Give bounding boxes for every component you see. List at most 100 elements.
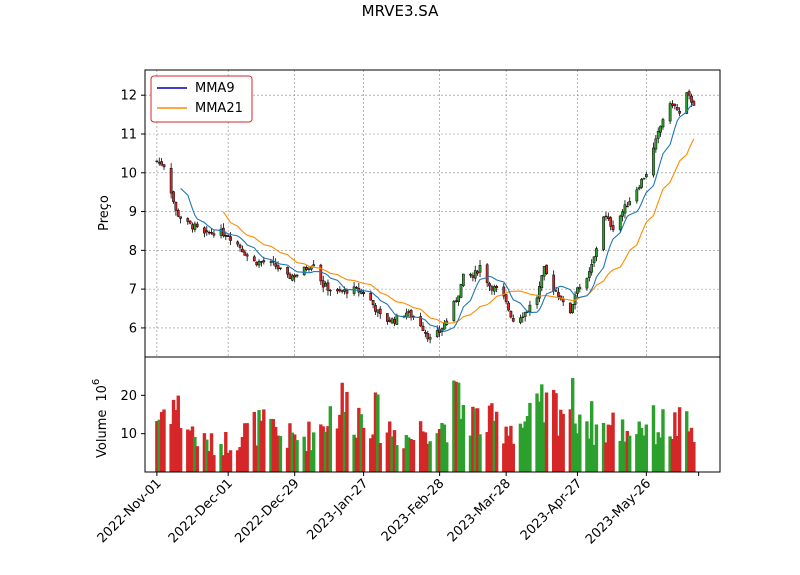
candle-body [378,308,382,315]
candle-body [226,235,230,237]
candle-body [490,286,494,291]
candle-body [338,289,342,292]
volume-bar [661,409,665,472]
volume-bar [212,455,216,472]
volume-bar [592,444,596,472]
volume-bar [159,412,164,472]
volume-bar [307,421,311,472]
candle-body [224,235,228,237]
volume-bar [651,405,656,472]
volume-bar [195,446,199,472]
volume-bar [687,431,691,472]
volume-bar [556,435,561,472]
candle-body [279,267,282,269]
volume-y-ticks: 10 20 [120,389,145,442]
candle-body [424,331,427,334]
volume-bar [423,432,428,472]
candle-body [678,110,681,114]
volume-bar [202,433,207,472]
volume-bar [238,447,242,472]
volume-bar [625,430,630,472]
volume-bar [162,409,166,472]
volume-bar [221,455,226,472]
candle-body [172,191,175,202]
volume-bar [437,428,442,472]
candle-body [428,337,432,340]
volume-y-tick-label: 10 [120,427,137,442]
volume-bar [440,422,444,472]
candle-body [238,244,242,248]
volume-bar [361,427,366,472]
volume-bar [521,427,525,472]
volume-bar [271,418,276,472]
candle-body [328,289,332,292]
candle-body [471,275,475,278]
volume-bar [235,450,240,472]
volume-bars [155,378,696,472]
volume-bar [359,414,363,472]
price-y-tick-label: 11 [120,127,137,142]
candle-body [659,125,662,133]
volume-bar [323,431,328,472]
volume-bar [328,406,333,472]
volume-bar [689,427,694,472]
volume-bar [609,425,613,472]
candle-body [595,248,598,257]
candle-body [545,264,548,275]
volume-bar [190,426,195,472]
candle-body [210,232,213,234]
candle-body [271,261,275,263]
candle-body [276,265,280,270]
volume-bar [658,437,663,472]
candle-body [590,263,594,273]
candle-body [687,91,691,96]
volume-bar [487,405,492,472]
volume-bar [561,413,565,472]
candle-body [157,162,161,164]
volume-bar [321,426,325,472]
candle-body [435,330,439,337]
candle-body [324,283,327,287]
candle-body [302,266,306,276]
volume-bar [478,434,482,472]
candle-body [176,209,180,217]
volume-bar [537,401,542,472]
volume-bar [459,418,463,472]
candle-body [395,315,399,325]
volume-bar [178,428,183,472]
candle-body [205,230,209,233]
candle-body [160,161,163,166]
candle-body [554,290,558,292]
candle-body [326,282,330,291]
candle-body [241,248,244,253]
candle-body [538,286,541,299]
candle-body [229,236,232,241]
candle-body [340,290,344,292]
volume-bar [606,424,611,472]
candle-body [319,264,323,282]
candle-body [606,216,610,220]
candle-body [174,202,178,211]
candle-body [652,147,655,176]
volume-bar [402,448,406,472]
volume-bar [245,423,249,472]
price-y-tick-label: 10 [120,166,137,181]
volume-bar [559,409,563,472]
candle-body [376,309,380,313]
volume-label-word: Volume [95,410,110,458]
volume-bar [378,443,382,472]
volume-bar [551,389,556,472]
volume-bar [188,430,192,472]
volume-bar [628,435,632,472]
candle-body [443,323,446,330]
candle-body [188,220,192,224]
candle-body [388,319,392,322]
volume-bar [209,433,214,472]
volume-bar [685,411,689,472]
volume-bar [373,392,378,472]
volume-bar [611,412,615,472]
volume-bar [404,435,409,472]
candle-body [343,289,346,292]
candle-body [521,316,525,318]
candle-body [587,271,591,278]
